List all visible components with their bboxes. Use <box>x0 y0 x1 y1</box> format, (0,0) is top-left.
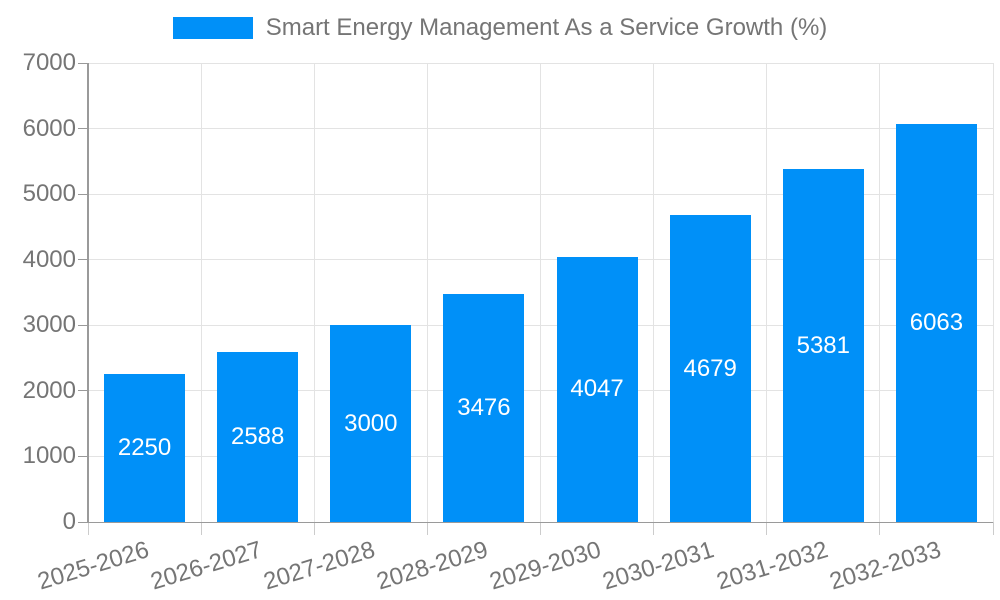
y-axis-tick-label: 2000 <box>22 376 76 404</box>
y-axis-line <box>87 63 89 523</box>
bar[interactable]: 2588 <box>217 352 299 522</box>
y-axis-tick-mark <box>78 455 88 457</box>
x-gridline <box>540 63 541 522</box>
x-axis-tick-mark <box>540 522 541 535</box>
bar-value-label: 3000 <box>344 409 398 437</box>
y-axis-tick-mark <box>78 193 88 195</box>
x-axis-tick-label: 2025-2026 <box>34 536 152 596</box>
bar[interactable]: 5381 <box>782 169 864 522</box>
x-gridline <box>200 63 202 522</box>
x-axis-tick-label: 2027-2028 <box>260 536 379 596</box>
bar-value-label: 5381 <box>796 331 850 359</box>
legend-swatch-icon <box>172 17 253 39</box>
bar[interactable]: 4047 <box>556 256 638 522</box>
bar-value-label: 6063 <box>909 309 964 337</box>
x-axis-tick-mark <box>766 522 768 535</box>
x-axis-tick-mark <box>992 522 994 535</box>
bar[interactable]: 2250 <box>104 374 186 522</box>
y-axis-tick-label: 1000 <box>22 442 76 470</box>
y-axis-tick-mark <box>78 62 88 64</box>
y-axis-tick-label: 6000 <box>22 114 76 142</box>
x-axis-tick-mark <box>200 522 202 535</box>
x-axis-tick-label: 2030-2031 <box>599 536 718 596</box>
y-axis-tick-label: 7000 <box>22 49 76 76</box>
x-axis-tick-label: 2032-2033 <box>826 536 944 596</box>
bar-value-label: 2250 <box>117 434 172 462</box>
bar[interactable]: 3000 <box>330 325 412 522</box>
x-axis-line <box>88 521 993 523</box>
y-axis-tick-mark <box>78 521 88 523</box>
x-gridline <box>992 63 994 522</box>
chart-legend[interactable]: Smart Energy Management As a Service Gro… <box>0 14 1000 42</box>
legend-label: Smart Energy Management As a Service Gro… <box>265 14 828 41</box>
x-gridline <box>879 63 881 522</box>
bar[interactable]: 3476 <box>443 294 525 522</box>
x-axis-tick-mark <box>313 522 315 535</box>
x-gridline <box>653 63 655 522</box>
x-gridline <box>766 63 768 522</box>
x-axis-tick-mark <box>426 522 428 535</box>
y-axis-tick-mark <box>78 128 88 130</box>
x-axis-tick-label: 2029-2030 <box>486 536 605 596</box>
bar[interactable]: 6063 <box>895 124 977 522</box>
x-axis-tick-mark <box>879 522 881 535</box>
y-axis-tick-label: 0 <box>62 508 76 535</box>
y-axis-tick-mark <box>78 259 88 261</box>
y-axis-tick-mark <box>78 390 88 392</box>
bar-value-label: 3476 <box>457 394 511 422</box>
x-gridline <box>426 63 428 522</box>
x-axis-tick-label: 2026-2027 <box>147 536 265 596</box>
bar-value-label: 4047 <box>570 375 624 403</box>
x-gridline <box>313 63 315 522</box>
y-axis-tick-label: 3000 <box>22 311 76 339</box>
x-axis-tick-label: 2031-2032 <box>712 536 831 596</box>
bar[interactable]: 4679 <box>669 215 751 522</box>
bar-value-label: 4679 <box>683 354 737 382</box>
x-axis-tick-mark <box>87 522 89 535</box>
y-axis-tick-mark <box>78 324 88 326</box>
bar-value-label: 2588 <box>230 423 285 451</box>
y-axis-tick-label: 5000 <box>22 180 76 208</box>
x-axis-tick-mark <box>653 522 655 535</box>
x-axis-tick-label: 2028-2029 <box>373 536 492 596</box>
y-axis-tick-label: 4000 <box>22 245 76 273</box>
